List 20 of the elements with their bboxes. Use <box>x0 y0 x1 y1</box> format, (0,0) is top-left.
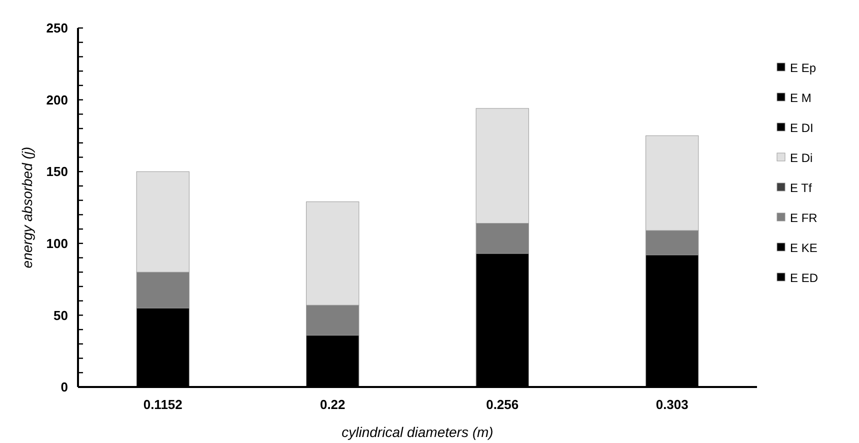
legend-label: E Ep <box>790 61 816 76</box>
y-tick-label: 250 <box>46 20 68 36</box>
y-tick-label: 200 <box>46 92 68 108</box>
x-tick-label: 0.1152 <box>143 397 182 412</box>
legend-label: E M <box>790 91 812 106</box>
x-tick-label: 0.303 <box>656 397 688 412</box>
legend-label: E KE <box>790 241 818 256</box>
y-tick-label: 150 <box>46 164 68 180</box>
y-tick-label: 100 <box>46 236 68 251</box>
y-tick-label: 50 <box>54 308 68 323</box>
legend-label: E ED <box>790 271 818 286</box>
y-axis-title: energy absorbed (j) <box>19 146 35 268</box>
x-tick-label: 0.256 <box>486 397 519 412</box>
x-axis-title: cylindrical diameters (m) <box>342 424 494 440</box>
legend-label: E DI <box>790 121 814 136</box>
legend-label: E FR <box>790 211 818 226</box>
x-tick-label: 0.22 <box>320 397 346 412</box>
legend-label: E Tf <box>790 181 812 196</box>
legend-label: E Di <box>790 151 813 166</box>
y-tick-label: 0 <box>60 380 68 395</box>
